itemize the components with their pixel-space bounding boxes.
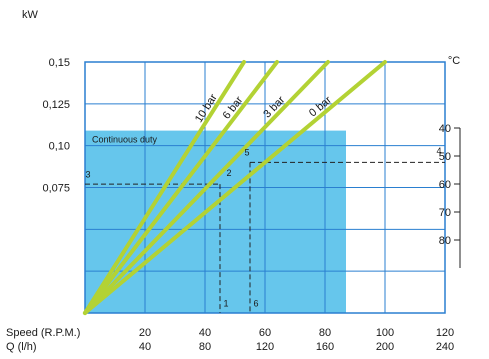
x-tick-label-speed: 40 (199, 327, 211, 339)
marker-label-6: 6 (253, 298, 258, 308)
x-tick-label-speed: 100 (376, 327, 394, 339)
right-axis-label: °C (448, 55, 460, 67)
x-tick-label-speed: 20 (139, 327, 151, 339)
x-tick-label-speed: 80 (319, 327, 331, 339)
marker-label-5: 5 (244, 148, 249, 158)
x-axis-label-speed: Speed (R.P.M.) (6, 327, 80, 339)
marker-label-4: 4 (436, 146, 441, 156)
y-tick-label: 0,125 (42, 99, 70, 111)
x-tick-label-flow: 120 (256, 341, 274, 353)
continuous-duty-label: Continuous duty (92, 135, 158, 145)
x-tick-label-flow: 240 (436, 341, 454, 353)
x-tick-label-flow: 160 (316, 341, 334, 353)
right-axis-tick-label: 50 (439, 151, 451, 163)
x-tick-label-speed: 120 (436, 327, 454, 339)
x-tick-label-flow: 80 (199, 341, 211, 353)
marker-label-2: 2 (226, 168, 231, 178)
x-tick-label-flow: 40 (139, 341, 151, 353)
series-line-1 (83, 60, 246, 315)
plot-frame (84, 61, 446, 314)
series-line-2 (83, 60, 279, 315)
y-tick-label: 0,10 (49, 141, 70, 153)
y-tick-label: 0,075 (42, 183, 70, 195)
x-tick-label-flow: 200 (376, 341, 394, 353)
right-axis-tick-label: 60 (439, 179, 451, 191)
marker-label-1: 1 (223, 298, 228, 308)
marker-label-3: 3 (85, 169, 90, 179)
right-axis-tick-label: 80 (439, 235, 451, 247)
series-line-3 (83, 60, 330, 315)
right-axis-tick-label: 70 (439, 207, 451, 219)
right-axis-tick-label: 40 (439, 123, 451, 135)
x-tick-label-speed: 60 (259, 327, 271, 339)
x-axis-label-flow: Q (l/h) (6, 341, 37, 353)
continuous-duty-region (85, 130, 346, 313)
y-tick-label: 0,15 (49, 57, 70, 69)
series-line-4 (83, 60, 387, 315)
y-axis-label: kW (22, 9, 39, 21)
